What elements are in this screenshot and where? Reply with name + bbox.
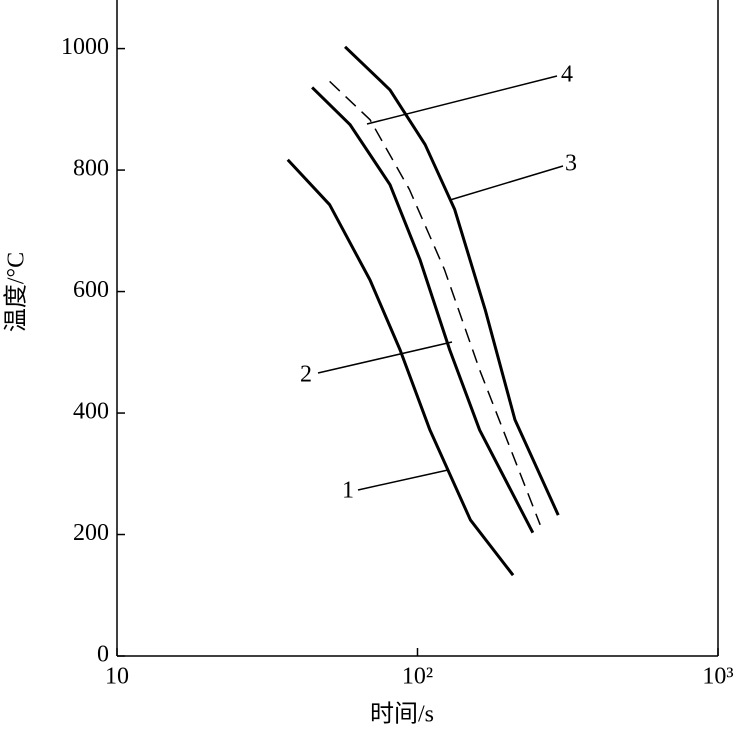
- curve-label: 2: [300, 362, 312, 388]
- y-tick-label: 1000: [61, 34, 109, 60]
- y-tick-label: 600: [73, 277, 109, 303]
- y-tick-label: 0: [97, 642, 109, 668]
- x-axis-label: 时间/s: [370, 701, 434, 728]
- leader-line: [449, 165, 564, 201]
- x-tick-label: 10: [105, 664, 129, 690]
- y-tick-label: 800: [73, 156, 109, 182]
- curve: [311, 86, 535, 534]
- leader-line: [317, 341, 453, 374]
- x-tick-label: 10³: [702, 664, 733, 690]
- leader-line: [366, 75, 558, 125]
- y-axis-label: 温度/°C: [3, 252, 30, 332]
- curve: [286, 158, 515, 577]
- curve: [344, 45, 560, 516]
- y-tick-label: 400: [73, 399, 109, 425]
- curve: [329, 80, 541, 526]
- curve-label: 1: [342, 478, 354, 504]
- leader-line: [357, 469, 449, 491]
- y-tick-label: 200: [73, 520, 109, 546]
- curve-label: 3: [565, 151, 577, 177]
- x-tick-label: 10²: [402, 664, 433, 690]
- curve-label: 4: [561, 62, 573, 88]
